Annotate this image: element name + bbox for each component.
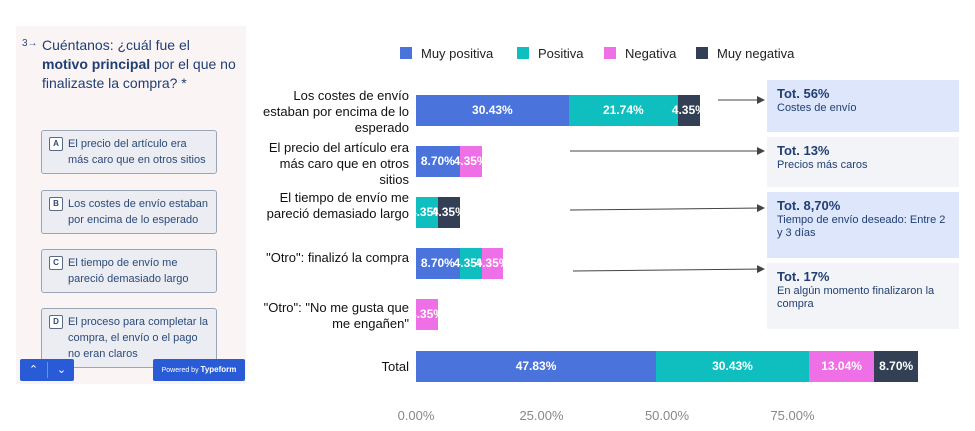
bar-label-otro-enganen-negativa: 4.35% xyxy=(409,307,444,321)
legend-swatch-positiva xyxy=(517,47,529,59)
annotation-desc-otro-finalizo: En algún momento finalizaron la compra xyxy=(777,285,935,310)
legend-label-muy-positiva: Muy positiva xyxy=(421,46,494,61)
option-b[interactable]: B Los costes de envío estaban por encima… xyxy=(41,190,217,234)
option-key-d: D xyxy=(49,315,63,329)
bar-label-otro-finalizo-muy-positiva: 8.70% xyxy=(420,256,455,270)
option-text-b: Los costes de envío estaban por encima d… xyxy=(68,198,209,226)
bar-otro-enganen-negativa xyxy=(416,299,438,330)
annotation-title-tiempo-envio: Tot. 8,70% xyxy=(777,198,841,213)
bar-label-total-muy-positiva: 47.83% xyxy=(515,359,557,373)
question-text-bold: motivo principal xyxy=(42,56,151,72)
nav-divider xyxy=(47,362,48,378)
option-key-c: C xyxy=(49,256,63,270)
bar-label-precio-muy-positiva: 8.70% xyxy=(420,154,455,168)
bar-label-otro-finalizo-positiva: 4.35% xyxy=(453,256,488,270)
x-tick-0: 0.00% xyxy=(397,408,435,423)
powered-by-brand: Typeform xyxy=(200,365,237,374)
bar-otro-finalizo-muy-positiva xyxy=(416,248,460,279)
legend-label-negativa: Negativa xyxy=(625,46,677,61)
category-label-otro-enganen: "Otro": "No me gusta que me engañen" xyxy=(263,300,409,331)
annotation-desc-costes-envio: Costes de envío xyxy=(777,102,857,114)
legend-item-positiva: Positiva xyxy=(517,46,584,61)
bar-precio-negativa xyxy=(459,146,482,177)
bar-label-tiempo-envio-positiva: 4.35% xyxy=(409,205,444,219)
bar-total-muy-positiva xyxy=(416,351,657,382)
annotation-desc-tiempo-envio: Tiempo de envío deseado: Entre 2 y 3 día… xyxy=(777,214,946,239)
category-label-total: Total xyxy=(381,359,409,374)
bar-label-costes-envio-positiva: 21.74% xyxy=(602,103,644,117)
legend-swatch-negativa xyxy=(604,47,616,59)
option-c[interactable]: C El tiempo de envío me pareció demasiad… xyxy=(41,249,217,293)
legend-label-muy-negativa: Muy negativa xyxy=(717,46,795,61)
category-label-precio: El precio del artículo era más caro que … xyxy=(268,140,409,187)
annotation-desc-precio: Precios más caros xyxy=(777,159,868,171)
bar-otro-finalizo-negativa xyxy=(481,248,504,279)
bar-total-negativa xyxy=(808,351,875,382)
annotation-tiempo-envio: Tot. 8,70% Tiempo de envío deseado: Entr… xyxy=(767,192,959,258)
x-tick-2: 50.00% xyxy=(644,408,690,423)
legend-item-muy-positiva: Muy positiva xyxy=(400,46,493,61)
bar-tiempo-envio-positiva xyxy=(416,197,438,228)
option-text-d: El proceso para completar la compra, el … xyxy=(68,316,209,360)
x-tick-1: 25.00% xyxy=(519,408,564,423)
arrow-otro-finalizo xyxy=(572,265,765,274)
question-text-post: por el que no finalizaste la compra? * xyxy=(42,56,236,91)
option-text-c: El tiempo de envío me pareció demasiado … xyxy=(68,257,189,285)
annotation-title-costes-envio: Tot. 56% xyxy=(777,86,830,101)
bar-label-costes-envio-muy-negativa: 4.35% xyxy=(671,103,706,117)
bar-total-muy-negativa xyxy=(874,351,918,382)
bar-label-costes-envio-muy-positiva: 30.43% xyxy=(472,103,513,117)
question-text-pre: Cuéntanos: ¿cuál fue el xyxy=(42,37,190,53)
legend-item-muy-negativa: Muy negativa xyxy=(696,46,794,61)
legend-swatch-muy-negativa xyxy=(696,47,708,59)
bar-costes-envio-muy-negativa xyxy=(677,95,700,126)
option-a[interactable]: A El precio del artículo era más caro qu… xyxy=(41,130,217,174)
option-key-b: B xyxy=(49,197,63,211)
arrow-tiempo-envio xyxy=(569,204,765,213)
bar-label-tiempo-envio-muy-negativa: 4.35% xyxy=(431,205,466,219)
question-text: Cuéntanos: ¿cuál fue el motivo principal… xyxy=(42,36,237,93)
bar-tiempo-envio-muy-negativa xyxy=(437,197,460,228)
chevron-up-icon[interactable]: ⌃ xyxy=(28,364,39,376)
annotation-costes-envio: Tot. 56% Costes de envío xyxy=(767,80,959,132)
question-number: 3→ xyxy=(22,38,38,49)
typeform-panel: 3→ Cuéntanos: ¿cuál fue el motivo princi… xyxy=(16,26,246,384)
annotation-otro-finalizo: Tot. 17% En algún momento finalizaron la… xyxy=(767,263,959,329)
category-label-otro-finalizo: "Otro": finalizó la compra xyxy=(266,250,409,265)
bar-label-otro-finalizo-negativa: 4.35% xyxy=(475,256,510,270)
legend-label-positiva: Positiva xyxy=(538,46,584,61)
x-tick-3: 75.00% xyxy=(770,408,815,423)
bar-label-total-negativa: 13.04% xyxy=(821,359,862,373)
annotation-precio: Tot. 13% Precios más caros xyxy=(767,137,959,187)
powered-by-typeform-button[interactable]: Powered by Typeform xyxy=(153,359,245,381)
option-key-a: A xyxy=(49,137,63,151)
bar-label-total-muy-negativa: 8.70% xyxy=(879,359,914,373)
bar-costes-envio-muy-positiva xyxy=(416,95,569,126)
bar-precio-muy-positiva xyxy=(416,146,460,177)
legend-swatch-muy-positiva xyxy=(400,47,412,59)
annotation-title-precio: Tot. 13% xyxy=(777,143,830,158)
legend-item-negativa: Negativa xyxy=(604,46,676,61)
bar-costes-envio-positiva xyxy=(568,95,678,126)
nav-buttons: ⌃ ⌄ xyxy=(20,359,74,381)
bar-otro-finalizo-positiva xyxy=(459,248,482,279)
annotation-title-otro-finalizo: Tot. 17% xyxy=(777,269,830,284)
option-d[interactable]: D El proceso para completar la compra, e… xyxy=(41,308,217,368)
category-label-costes-envio: Los costes de envío estaban por encima d… xyxy=(263,88,409,135)
powered-by-text: Powered by xyxy=(161,367,201,374)
bar-label-precio-negativa: 4.35% xyxy=(453,154,488,168)
chevron-down-icon[interactable]: ⌄ xyxy=(56,364,67,376)
option-text-a: El precio del artículo era más caro que … xyxy=(68,138,206,166)
bar-label-total-positiva: 30.43% xyxy=(712,359,753,373)
category-label-tiempo-envio: El tiempo de envío me pareció demasiado … xyxy=(266,190,409,221)
bar-total-positiva xyxy=(656,351,809,382)
